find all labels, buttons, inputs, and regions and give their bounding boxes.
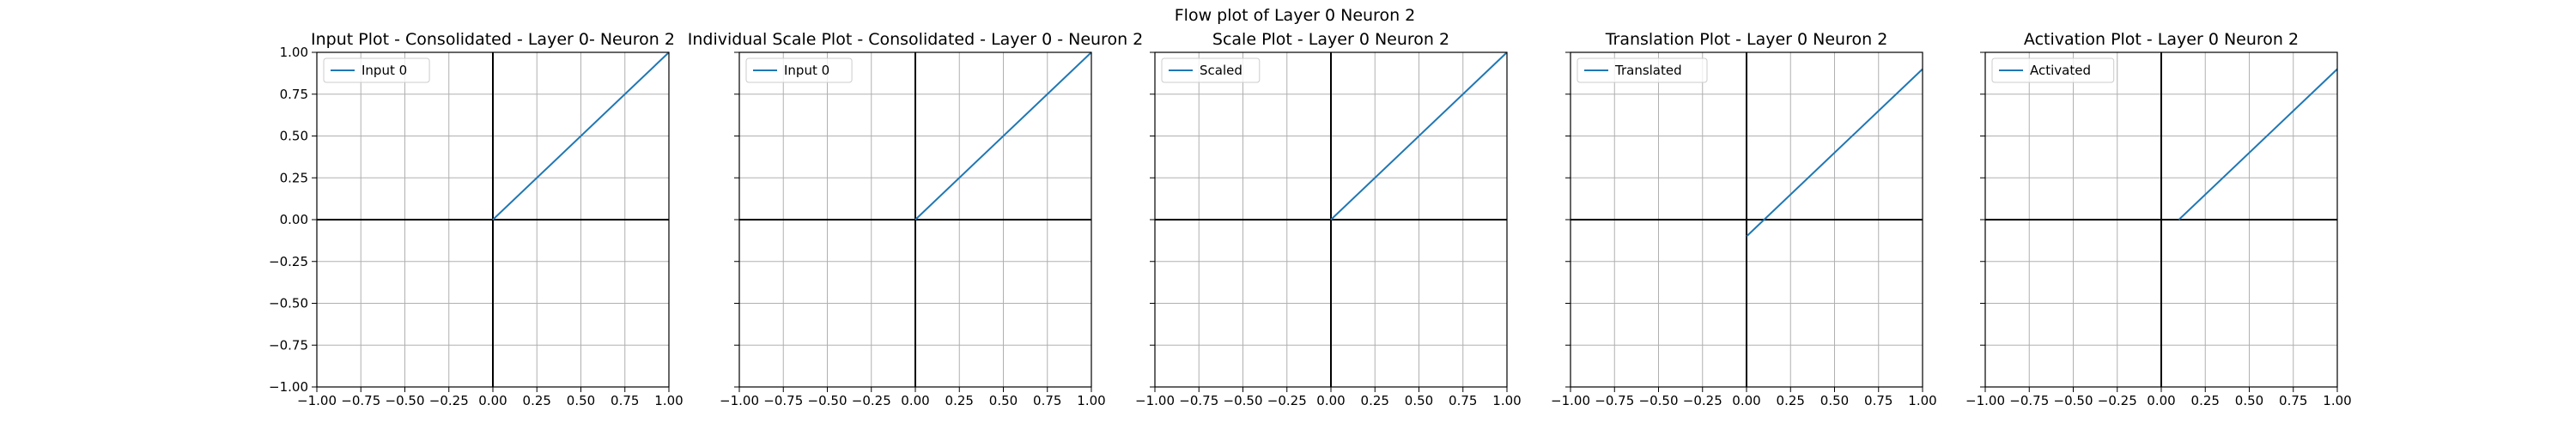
x-tick-label: −1.00 <box>1135 393 1175 408</box>
subplot-1: Input Plot - Consolidated - Layer 0- Neu… <box>269 30 683 408</box>
x-tick-label: −0.75 <box>1179 393 1218 408</box>
x-tick-label: −0.50 <box>386 393 425 408</box>
x-tick-label: 0.25 <box>523 393 551 408</box>
legend-box <box>323 57 430 83</box>
x-tick-label: −0.25 <box>429 393 469 408</box>
series-line <box>914 51 1092 221</box>
figure-title: Flow plot of Layer 0 Neuron 2 <box>1175 6 1416 25</box>
subplot-2: Individual Scale Plot - Consolidated - L… <box>688 30 1144 408</box>
subplot-3: Scale Plot - Layer 0 Neuron 2−1.00 −0.75−… <box>1135 30 1522 408</box>
y-tick-label: 0.75 <box>280 87 308 102</box>
y-tick-label: −0.50 <box>269 296 308 311</box>
subplot-title: Individual Scale Plot - Consolidated - L… <box>688 30 1144 49</box>
x-tick-label: 0.50 <box>1405 393 1433 408</box>
legend-box <box>1577 57 1708 83</box>
x-tick-label: −1.00 <box>1551 393 1590 408</box>
x-tick-label: 0.25 <box>1361 393 1389 408</box>
x-tick-label: −0.75 <box>1595 393 1634 408</box>
x-tick-label: 1.00 <box>1077 393 1105 408</box>
series-line <box>2178 68 2338 221</box>
x-tick-label: −0.75 <box>763 393 803 408</box>
y-tick-label: 0.50 <box>280 129 308 144</box>
x-tick-label: −0.75 <box>341 393 380 408</box>
x-tick-label: −0.25 <box>1267 393 1307 408</box>
y-tick-label: −1.00 <box>269 379 308 395</box>
legend-box <box>1991 57 2115 83</box>
x-tick-label: −1.00 <box>720 393 759 408</box>
legend-box <box>745 57 853 83</box>
series-line <box>1746 68 1923 238</box>
y-tick-label: −0.75 <box>269 337 308 353</box>
x-tick-label: 0.00 <box>478 393 507 408</box>
x-tick-label: 1.00 <box>654 393 683 408</box>
x-tick-label: 0.50 <box>1820 393 1849 408</box>
x-tick-label: −1.00 <box>297 393 337 408</box>
y-tick-label: 0.25 <box>280 170 308 185</box>
legend-box <box>1161 57 1261 83</box>
x-tick-label: 1.00 <box>1492 393 1521 408</box>
series-line <box>492 51 670 221</box>
x-tick-label: 0.50 <box>989 393 1018 408</box>
x-tick-label: 1.00 <box>1908 393 1936 408</box>
x-tick-label: −0.50 <box>2054 393 2093 408</box>
subplot-title: Scale Plot - Layer 0 Neuron 2 <box>1212 30 1449 49</box>
x-tick-label: −0.25 <box>2098 393 2137 408</box>
y-tick-label: −0.25 <box>269 254 308 269</box>
y-tick-label: 0.00 <box>280 212 308 227</box>
subplot-title: Translation Plot - Layer 0 Neuron 2 <box>1605 30 1888 49</box>
legend-label: Activated <box>2030 63 2091 78</box>
x-tick-label: 0.75 <box>2279 393 2307 408</box>
x-tick-label: 0.50 <box>2235 393 2263 408</box>
x-tick-label: 1.00 <box>2323 393 2351 408</box>
x-tick-label: 0.50 <box>567 393 595 408</box>
subplot-4: Translation Plot - Layer 0 Neuron 2 −1.00… <box>1551 30 1937 408</box>
x-tick-label: −0.50 <box>1224 393 1263 408</box>
legend-label: Translated <box>1614 63 1682 78</box>
x-tick-label: 0.75 <box>1033 393 1061 408</box>
series-line <box>1330 51 1508 221</box>
legend-label: Scaled <box>1200 63 1242 78</box>
x-tick-label: 0.25 <box>945 393 974 408</box>
x-tick-label: 0.00 <box>901 393 929 408</box>
legend-label: Input 0 <box>784 63 829 78</box>
x-tick-label: 0.75 <box>611 393 639 408</box>
x-tick-label: −0.75 <box>2009 393 2049 408</box>
x-tick-label: 0.75 <box>1864 393 1893 408</box>
x-tick-label: −0.50 <box>808 393 848 408</box>
x-tick-label: 0.25 <box>1777 393 1805 408</box>
x-tick-label: 0.25 <box>2191 393 2220 408</box>
y-tick-label: 1.00 <box>280 45 308 60</box>
x-tick-label: 0.00 <box>2147 393 2175 408</box>
x-tick-label: 0.00 <box>1732 393 1760 408</box>
x-tick-label: −0.50 <box>1639 393 1679 408</box>
x-tick-label: 0.00 <box>1316 393 1345 408</box>
subplot-title: Activation Plot - Layer 0 Neuron 2 <box>2024 30 2299 49</box>
x-tick-label: 0.75 <box>1449 393 1477 408</box>
x-tick-label: −1.00 <box>1965 393 2005 408</box>
subplot-5: Activation Plot - Layer 0 Neuron 2−1.00−… <box>1965 30 2352 408</box>
legend-label: Input 0 <box>361 63 407 78</box>
x-tick-label: −0.25 <box>1683 393 1722 408</box>
x-tick-label: −0.25 <box>852 393 891 408</box>
subplot-title: Input Plot - Consolidated - Layer 0- Neu… <box>311 30 675 49</box>
